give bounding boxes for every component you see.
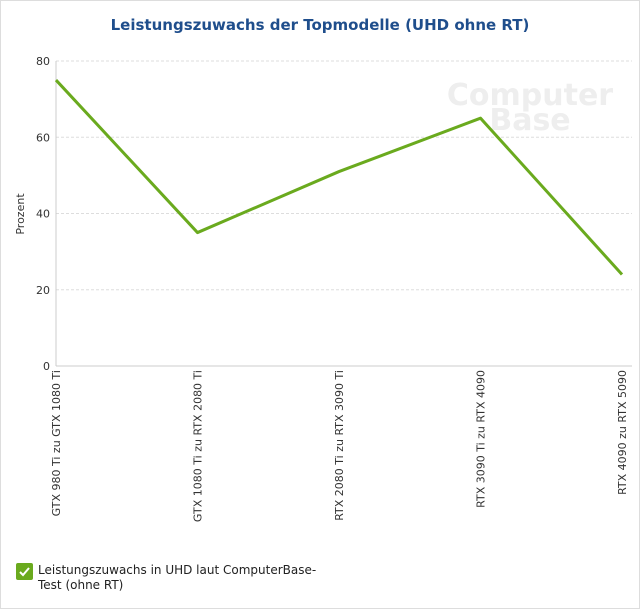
y-tick-label: 20 (36, 284, 50, 297)
watermark: Computer (447, 78, 613, 113)
check (19, 567, 30, 577)
watermark: Base (489, 103, 570, 138)
line (54, 79, 624, 276)
x-tick-label: RTX 4090 zu RTX 5090 (616, 370, 629, 495)
y-axis-label: Prozent (14, 193, 27, 235)
chart-title: Leistungszuwachs der Topmodelle (UHD ohn… (111, 16, 530, 34)
y-tick-label: 80 (36, 55, 50, 68)
x-tick-label: RTX 3090 Ti zu RTX 4090 (475, 370, 488, 508)
y-tick-label: 40 (36, 208, 50, 221)
legend-label[interactable]: Leistungszuwachs in UHD laut ComputerBas… (38, 563, 317, 592)
y-tick-label: 0 (43, 360, 50, 373)
x-tick-label: RTX 2080 Ti zu RTX 3090 Ti (333, 370, 346, 521)
x-tick-label: GTX 980 Ti zu GTX 1080 Ti (50, 370, 63, 516)
legend-item[interactable]: Leistungszuwachs in UHD laut ComputerBas… (16, 563, 328, 593)
legend-swatch[interactable] (16, 563, 33, 580)
y-tick-label: 60 (36, 131, 50, 144)
x-tick-label: GTX 1080 Ti zu RTX 2080 Ti (192, 370, 205, 522)
